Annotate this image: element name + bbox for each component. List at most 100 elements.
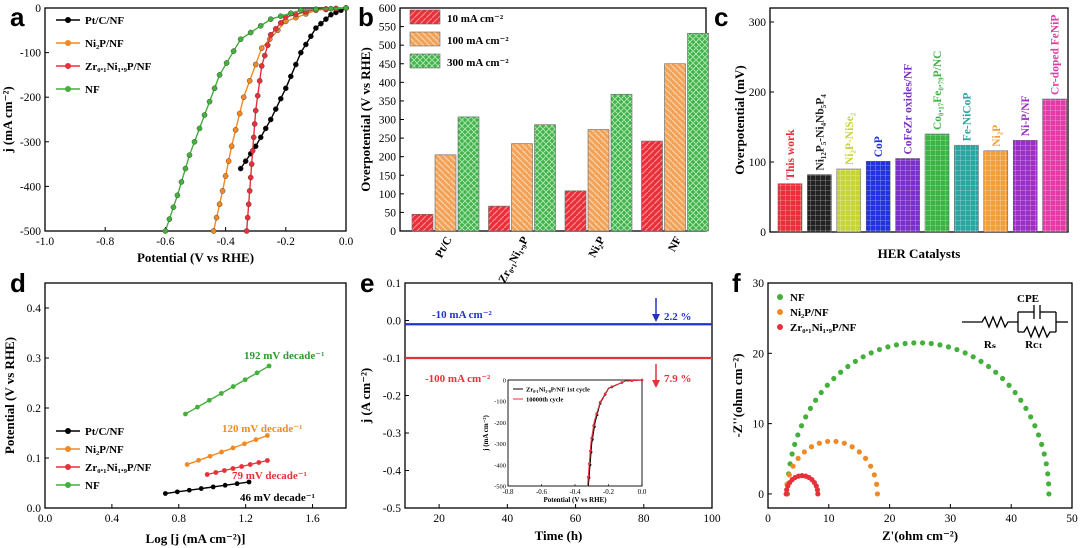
panel-b-category: Pt/C (434, 235, 455, 260)
panel-a-point (323, 16, 329, 22)
panel-b-ytick: 50 (385, 207, 397, 219)
panel-c-bar-label: Ni₁₂P₅-Ni₄Nb₅P₄ (814, 94, 826, 171)
panel-b-category: NF (666, 235, 684, 254)
panel-a-series-line (240, 7, 347, 169)
panel-f-point (1041, 451, 1047, 457)
panel-a-xtick: -0.8 (96, 236, 114, 248)
panel-d-legend-marker (65, 464, 71, 470)
panel-a-point (166, 216, 173, 222)
panel-e-inset-xtick: 0.0 (638, 488, 647, 496)
panel-b-ytick: 550 (379, 22, 397, 34)
panel-f-point (868, 463, 874, 469)
panel-d-point (247, 462, 253, 467)
panel-f-xtick: 20 (884, 513, 896, 525)
panel-letter-d: d (10, 268, 26, 298)
panel-f-point (789, 451, 795, 457)
panel-b-bar (488, 205, 510, 232)
panel-f-point (783, 491, 789, 497)
panel-a-xlabel: Potential (V vs RHE) (137, 250, 254, 265)
panel-f-point (1032, 423, 1038, 429)
panel-c-bar-label: Fe-NiCoP (961, 93, 973, 142)
panel-d-xtick: 0.8 (172, 513, 187, 525)
panel-f-point (871, 472, 877, 478)
panel-b-ytick: 300 (379, 115, 397, 127)
panel-a-point (162, 228, 169, 234)
panel-f-point (825, 438, 831, 445)
panel-a-point (261, 52, 268, 59)
panel-a-legend-marker (65, 17, 71, 23)
panel-b-legend-label: 300 mA cm⁻² (447, 57, 509, 69)
panel-c-bar-label: CoFeZr oxides/NF (903, 64, 915, 155)
panel-b-legend-label: 100 mA cm⁻² (447, 35, 509, 47)
panel-a-point (182, 165, 189, 172)
panel-a-point (252, 143, 259, 150)
panel-d-xlabel: Log [j (mA cm⁻²)] (146, 531, 246, 546)
panel-a-ytick: -400 (20, 181, 41, 193)
panel-f-point (1006, 382, 1012, 388)
panel-b-ytick: 450 (379, 59, 397, 71)
panel-a-legend-label: Ni₂P/NF (85, 38, 124, 50)
panel-f-point (1035, 432, 1042, 438)
panel-e-label-100: -100 mA cm⁻² (425, 373, 491, 385)
panel-e-inset-legend-label: 10000th cycle (526, 397, 563, 404)
panel-f-point (795, 432, 801, 438)
panel-f-point (874, 481, 880, 487)
panel-e-arrowhead-red (652, 380, 660, 388)
panel-b-bar (564, 190, 587, 232)
panel-c-ytick: 100 (749, 157, 767, 169)
panel-a-point (293, 61, 299, 68)
panel-a-point (206, 98, 213, 105)
panel-e-xtick: 80 (638, 513, 650, 525)
panel-e-retention-100: 7.9 % (664, 373, 692, 385)
panel-e-ytick: 0.0 (387, 316, 402, 328)
panel-f-point (849, 444, 855, 450)
panel-d-point (246, 479, 252, 485)
panel-e-inset-point (595, 412, 598, 416)
panel-a-point (248, 161, 255, 167)
panel-a-legend-marker (65, 40, 71, 46)
panel-a-xtick: -0.4 (216, 236, 234, 248)
panel-a-point (240, 94, 247, 100)
panel-f-point (1043, 461, 1049, 467)
panel-a-frame (44, 7, 347, 232)
panel-e-inset-ytick: -300 (494, 441, 506, 448)
panel-d-point (230, 384, 236, 389)
panel-a-point (252, 61, 259, 68)
panel-a-point (308, 33, 314, 40)
panel-a-chart: -1.0 -0.8 -0.6 -0.4 -0.2 0.0 0 -100 -200 -300 -400… (0, 3, 353, 265)
panel-f-point (978, 358, 984, 364)
panel-b-legend-label: 10 mA cm⁻² (447, 13, 504, 25)
panel-a-point (178, 179, 185, 185)
panel-c-ytick: 200 (749, 87, 767, 99)
panel-d-frame (44, 282, 347, 509)
panel-f-legend-marker (777, 324, 783, 330)
panel-d-point (222, 482, 228, 488)
panel-d-point (213, 470, 219, 475)
panel-a-point (216, 72, 223, 78)
panel-f-point (838, 369, 844, 375)
panel-c-bar-texture (807, 174, 832, 232)
panel-d-legend-label: Zr₀.₁Ni₁.₉P/NF (85, 462, 152, 474)
panel-e-ytick: 0.1 (387, 278, 402, 290)
panel-d-point (206, 397, 212, 403)
panel-a-point (242, 158, 249, 164)
panel-f-point (1012, 389, 1018, 396)
panel-a-point (230, 48, 237, 54)
panel-f-point (795, 455, 801, 462)
panel-a-point (313, 25, 319, 31)
panel-e-inset-xlabel: Potential (V vs RHE) (543, 496, 607, 504)
panel-a-point (225, 158, 232, 164)
panel-d-point (184, 462, 190, 467)
panel-c-xlabel: HER Catalysts (878, 246, 961, 261)
panel-e-inset-xtick: -0.6 (536, 488, 548, 496)
panel-a-legend-marker (65, 63, 71, 69)
panel-b-bar (457, 116, 480, 232)
panel-d-point (265, 458, 270, 463)
panel-b-ytick: 0 (390, 226, 396, 238)
panel-d-point (256, 460, 262, 465)
panel-e-ytick: -0.3 (383, 428, 401, 440)
panel-f-xtick: 50 (1066, 513, 1078, 525)
panel-e-inset-point (586, 475, 590, 479)
panel-f-point (808, 444, 815, 450)
panel-a-point (186, 152, 193, 158)
